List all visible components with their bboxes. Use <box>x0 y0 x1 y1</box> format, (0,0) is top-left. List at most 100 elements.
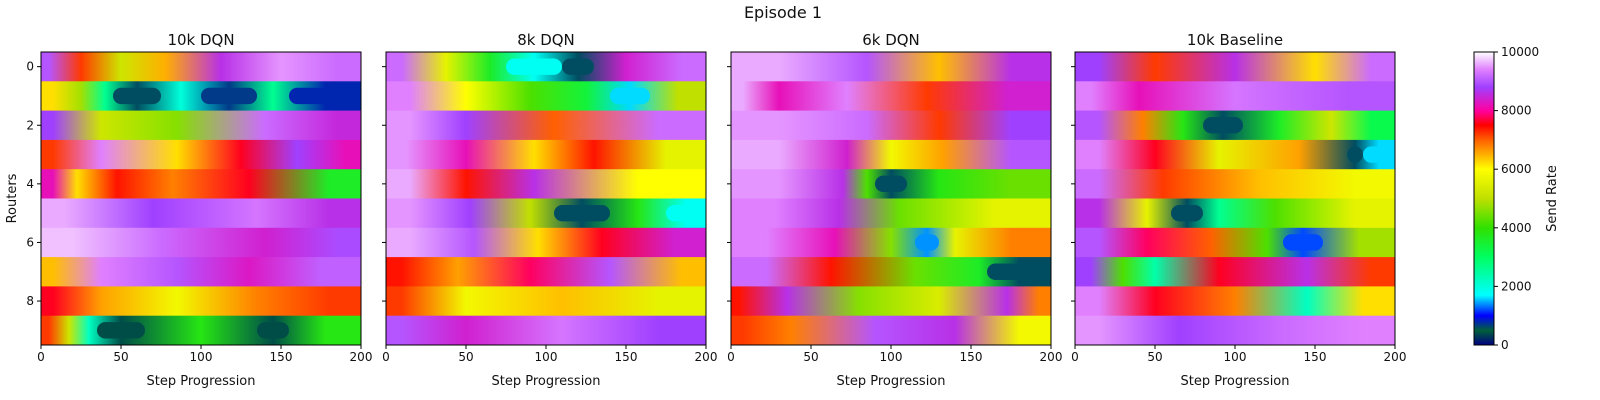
heatmap-cell <box>554 204 610 222</box>
colorbar: 0 2000 4000 6000 8000 10000 Send Rate <box>1473 45 1560 352</box>
heatmap-row <box>1075 81 1395 112</box>
heatmap-row <box>1075 315 1395 345</box>
x-tick-label: 0 <box>727 350 735 364</box>
y-tick-label: 6 <box>26 235 34 249</box>
heatmap-cell <box>987 263 1051 280</box>
heatmap-cells <box>41 52 361 345</box>
heatmap-row <box>386 139 706 170</box>
heatmap-panel: 6k DQN 0 50 100 150 200 Step Progression <box>727 31 1062 389</box>
x-tick-label: 200 <box>350 350 373 364</box>
heatmap-row <box>731 81 1051 112</box>
heatmap-row <box>386 315 706 345</box>
heatmap-row <box>386 110 706 141</box>
x-axis-label: Step Progression <box>1180 374 1289 389</box>
heatmap-row <box>731 315 1051 345</box>
heatmap-cell <box>610 87 650 105</box>
heatmap-row <box>731 139 1051 170</box>
heatmap-panel: 10k Baseline 0 50 100 150 200 Step Progression <box>1071 31 1406 389</box>
heatmap-row <box>41 257 361 287</box>
heatmap-cell <box>289 87 361 105</box>
y-axis-label: Routers <box>5 173 20 223</box>
heatmap-cell <box>97 322 145 339</box>
heatmap-row <box>41 198 361 229</box>
x-tick-label: 50 <box>458 350 473 364</box>
heatmap-cell <box>875 175 907 193</box>
colorbar-tick-label: 0 <box>1501 338 1509 352</box>
heatmap-panel: 10k DQN 0 50 100 150 200 0 2 4 6 8 Step Progression… <box>5 31 372 389</box>
y-tick-label: 0 <box>26 60 34 74</box>
heatmap-row <box>386 257 706 287</box>
colorbar-tick-label: 4000 <box>1501 221 1532 235</box>
heatmap-row <box>41 110 361 141</box>
colorbar-label: Send Rate <box>1545 165 1560 232</box>
heatmap-row <box>41 169 361 200</box>
heatmap-row <box>41 139 361 170</box>
heatmap-row <box>731 227 1051 258</box>
panel-title: 10k DQN <box>167 31 234 49</box>
heatmap-row <box>386 81 706 112</box>
heatmap-cell <box>201 87 257 105</box>
heatmap-cell <box>1283 234 1323 251</box>
x-tick-label: 0 <box>382 350 390 364</box>
colorbar-tick-label: 2000 <box>1501 279 1532 293</box>
heatmap-row <box>386 169 706 200</box>
colorbar-tick-label: 8000 <box>1501 104 1532 118</box>
x-tick-label: 50 <box>803 350 818 364</box>
heatmap-row <box>731 52 1051 82</box>
heatmap-row <box>731 286 1051 317</box>
heatmap-row <box>41 52 361 82</box>
heatmap-row <box>1075 198 1395 229</box>
x-tick-label: 150 <box>615 350 638 364</box>
heatmap-row <box>386 286 706 317</box>
colorbar-tick-label: 10000 <box>1501 45 1539 59</box>
heatmap-row <box>731 110 1051 141</box>
heatmap-row <box>731 198 1051 229</box>
heatmap-cell <box>915 234 939 251</box>
heatmap-row <box>1075 169 1395 200</box>
heatmap-cell <box>1363 146 1395 163</box>
x-tick-label: 100 <box>880 350 903 364</box>
colorbar-tick-label: 6000 <box>1501 162 1532 176</box>
x-tick-label: 0 <box>1071 350 1079 364</box>
heatmap-row <box>41 227 361 258</box>
x-tick-label: 0 <box>37 350 45 364</box>
heatmap-cell <box>562 58 594 75</box>
heatmap-cell <box>257 322 289 339</box>
x-tick-label: 150 <box>270 350 293 364</box>
heatmap-panel: 8k DQN 0 50 100 150 200 Step Progression <box>382 31 717 389</box>
heatmap-row <box>41 315 361 345</box>
heatmap-row <box>41 286 361 317</box>
x-tick-label: 200 <box>695 350 718 364</box>
heatmap-row <box>1075 286 1395 317</box>
y-tick-label: 8 <box>26 294 34 308</box>
heatmap-cell <box>1171 204 1203 222</box>
x-tick-label: 50 <box>1147 350 1162 364</box>
figure-title: Episode 1 <box>744 3 822 22</box>
heatmap-cell <box>113 87 161 105</box>
panel-title: 10k Baseline <box>1187 31 1283 49</box>
x-axis-label: Step Progression <box>491 374 600 389</box>
colorbar-gradient <box>1473 51 1495 346</box>
x-tick-label: 100 <box>190 350 213 364</box>
heatmap-row <box>386 227 706 258</box>
x-axis-label: Step Progression <box>836 374 945 389</box>
panel-title: 6k DQN <box>862 31 920 49</box>
heatmap-cell <box>506 58 562 75</box>
x-tick-label: 100 <box>1224 350 1247 364</box>
x-tick-label: 200 <box>1384 350 1407 364</box>
heatmap-cells <box>1075 52 1395 345</box>
y-tick-label: 2 <box>26 118 34 132</box>
x-tick-label: 150 <box>960 350 983 364</box>
heatmap-cells <box>731 52 1051 345</box>
heatmap-cell <box>1347 146 1363 163</box>
panel-title: 8k DQN <box>517 31 575 49</box>
heatmap-cells <box>386 52 706 345</box>
x-tick-label: 200 <box>1040 350 1063 364</box>
heatmap-row <box>1075 139 1395 170</box>
y-tick-label: 4 <box>26 177 34 191</box>
heatmap-row <box>1075 227 1395 258</box>
heatmap-row <box>1075 52 1395 82</box>
x-axis-label: Step Progression <box>146 374 255 389</box>
x-tick-label: 50 <box>113 350 128 364</box>
